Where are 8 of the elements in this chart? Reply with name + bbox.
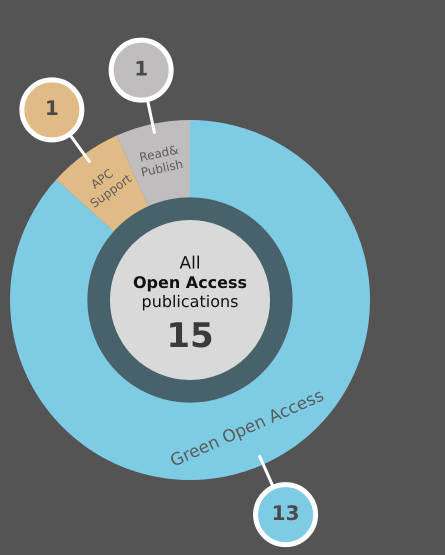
slice-label: Read& Publish: [138, 142, 184, 180]
text: 15: [166, 316, 214, 356]
data-label: 1: [134, 56, 148, 80]
text: publications: [142, 292, 238, 312]
text: Open Access: [132, 273, 248, 292]
data-label: 13: [272, 500, 300, 525]
data-label: 1: [44, 96, 59, 120]
text: All: [179, 253, 201, 274]
